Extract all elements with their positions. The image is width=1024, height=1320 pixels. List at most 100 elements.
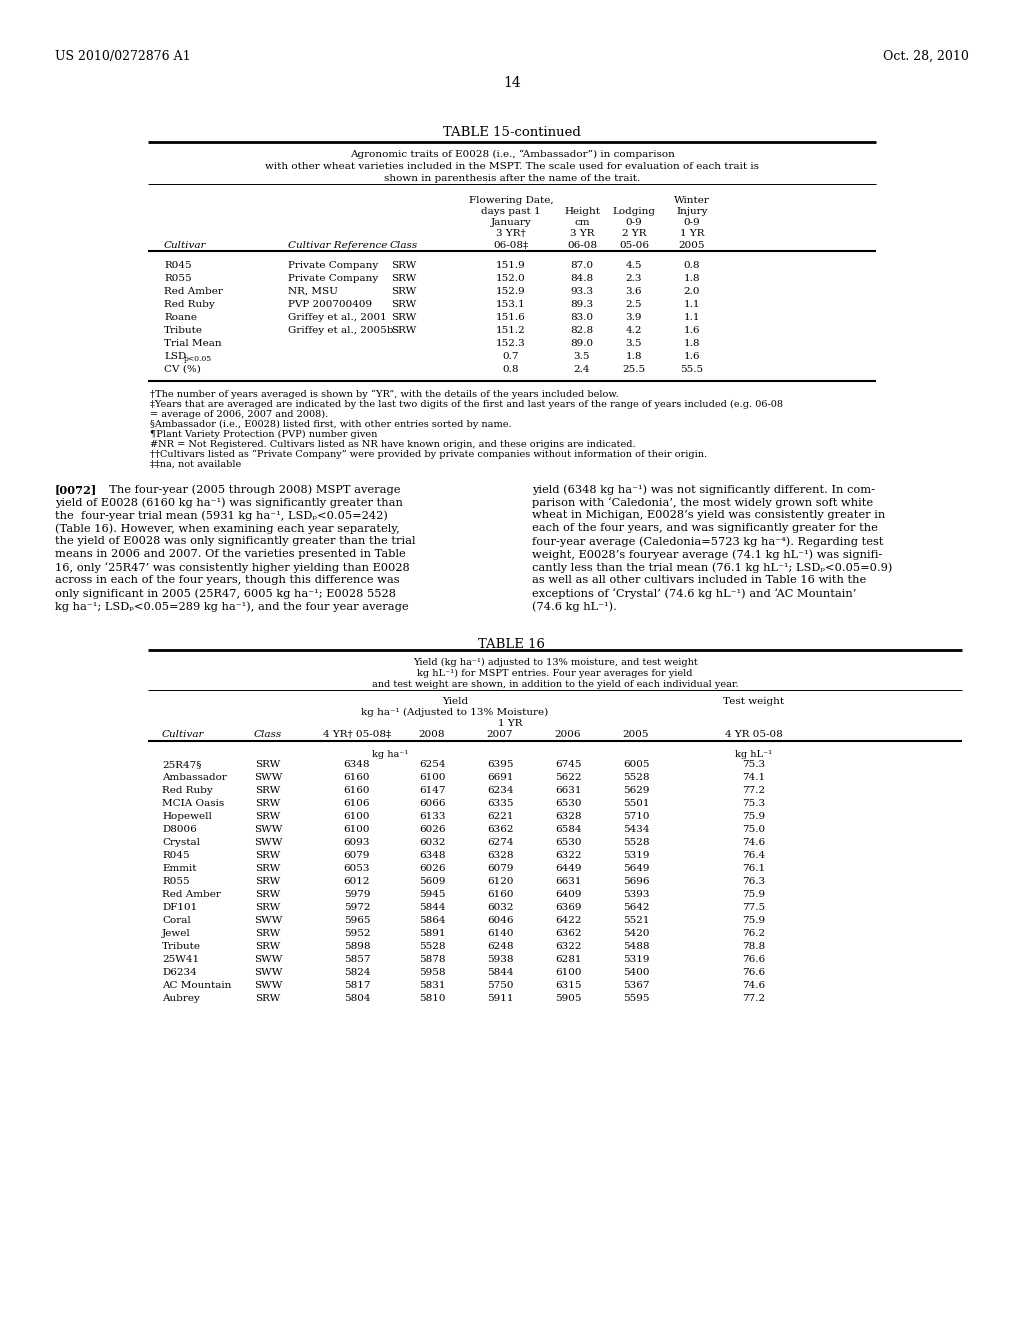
Text: 5434: 5434 <box>623 825 649 834</box>
Text: 1.6: 1.6 <box>684 352 700 360</box>
Text: R045: R045 <box>164 261 191 271</box>
Text: 0.7: 0.7 <box>503 352 519 360</box>
Text: SWW: SWW <box>254 838 283 847</box>
Text: §Ambassador (i.e., E0028) listed first, with other entries sorted by name.: §Ambassador (i.e., E0028) listed first, … <box>150 420 512 429</box>
Text: 6026: 6026 <box>419 865 445 873</box>
Text: 5501: 5501 <box>623 799 649 808</box>
Text: SWW: SWW <box>254 968 283 977</box>
Text: Yield: Yield <box>442 697 468 706</box>
Text: 1.1: 1.1 <box>684 300 700 309</box>
Text: 0.8: 0.8 <box>503 366 519 374</box>
Text: 5831: 5831 <box>419 981 445 990</box>
Text: 152.0: 152.0 <box>496 275 526 282</box>
Text: 5649: 5649 <box>623 865 649 873</box>
Text: Coral: Coral <box>162 916 190 925</box>
Text: 152.9: 152.9 <box>496 286 526 296</box>
Text: ‡‡na, not available: ‡‡na, not available <box>150 459 242 469</box>
Text: 6079: 6079 <box>344 851 371 861</box>
Text: 75.3: 75.3 <box>742 760 766 770</box>
Text: weight, E0028’s fouryear average (74.1 kg hL⁻¹) was signifi-: weight, E0028’s fouryear average (74.1 k… <box>532 549 883 560</box>
Text: SRW: SRW <box>255 929 281 939</box>
Text: 3 YR†: 3 YR† <box>496 228 526 238</box>
Text: ††Cultivars listed as “Private Company” were provided by private companies witho: ††Cultivars listed as “Private Company” … <box>150 450 708 459</box>
Text: SRW: SRW <box>255 903 281 912</box>
Text: 5824: 5824 <box>344 968 371 977</box>
Text: Oct. 28, 2010: Oct. 28, 2010 <box>883 50 969 63</box>
Text: 5844: 5844 <box>486 968 513 977</box>
Text: 6221: 6221 <box>486 812 513 821</box>
Text: Class: Class <box>254 730 283 739</box>
Text: 6046: 6046 <box>486 916 513 925</box>
Text: SRW: SRW <box>255 876 281 886</box>
Text: kg ha⁻¹: kg ha⁻¹ <box>372 750 409 759</box>
Text: 5898: 5898 <box>344 942 371 950</box>
Text: 2007: 2007 <box>486 730 513 739</box>
Text: 6584: 6584 <box>555 825 582 834</box>
Text: 6348: 6348 <box>419 851 445 861</box>
Text: Griffey et al., 2005b: Griffey et al., 2005b <box>288 326 393 335</box>
Text: 5400: 5400 <box>623 968 649 977</box>
Text: 3 YR: 3 YR <box>569 228 594 238</box>
Text: 6234: 6234 <box>486 785 513 795</box>
Text: 6032: 6032 <box>486 903 513 912</box>
Text: Yield (kg ha⁻¹) adjusted to 13% moisture, and test weight: Yield (kg ha⁻¹) adjusted to 13% moisture… <box>413 657 697 667</box>
Text: SRW: SRW <box>391 261 417 271</box>
Text: 5911: 5911 <box>486 994 513 1003</box>
Text: 5367: 5367 <box>623 981 649 990</box>
Text: 16, only ‘25R47’ was consistently higher yielding than E0028: 16, only ‘25R47’ was consistently higher… <box>55 562 410 573</box>
Text: SRW: SRW <box>391 300 417 309</box>
Text: SRW: SRW <box>255 799 281 808</box>
Text: Flowering Date,: Flowering Date, <box>469 195 553 205</box>
Text: 4 YR 05-08: 4 YR 05-08 <box>725 730 783 739</box>
Text: 6005: 6005 <box>623 760 649 770</box>
Text: 2.5: 2.5 <box>626 300 642 309</box>
Text: 151.6: 151.6 <box>496 313 526 322</box>
Text: 5817: 5817 <box>344 981 371 990</box>
Text: 75.3: 75.3 <box>742 799 766 808</box>
Text: SWW: SWW <box>254 954 283 964</box>
Text: D8006: D8006 <box>162 825 197 834</box>
Text: 5420: 5420 <box>623 929 649 939</box>
Text: 2 YR: 2 YR <box>622 228 646 238</box>
Text: 6012: 6012 <box>344 876 371 886</box>
Text: 1 YR: 1 YR <box>498 719 522 729</box>
Text: Aubrey: Aubrey <box>162 994 200 1003</box>
Text: CV (%): CV (%) <box>164 366 201 374</box>
Text: Winter: Winter <box>674 195 710 205</box>
Text: 6100: 6100 <box>344 812 371 821</box>
Text: 1.8: 1.8 <box>684 339 700 348</box>
Text: SRW: SRW <box>255 865 281 873</box>
Text: 4.2: 4.2 <box>626 326 642 335</box>
Text: 76.4: 76.4 <box>742 851 766 861</box>
Text: the  four-year trial mean (5931 kg ha⁻¹, LSDₚ<0.05=242): the four-year trial mean (5931 kg ha⁻¹, … <box>55 510 388 520</box>
Text: 0-9: 0-9 <box>626 218 642 227</box>
Text: 1.8: 1.8 <box>684 275 700 282</box>
Text: Test weight: Test weight <box>723 697 784 706</box>
Text: 6026: 6026 <box>419 825 445 834</box>
Text: Crystal: Crystal <box>162 838 200 847</box>
Text: 06-08‡: 06-08‡ <box>494 242 528 249</box>
Text: 5642: 5642 <box>623 903 649 912</box>
Text: 76.6: 76.6 <box>742 954 766 964</box>
Text: Griffey et al., 2001: Griffey et al., 2001 <box>288 313 387 322</box>
Text: R045: R045 <box>162 851 189 861</box>
Text: AC Mountain: AC Mountain <box>162 981 231 990</box>
Text: January: January <box>490 218 531 227</box>
Text: SWW: SWW <box>254 916 283 925</box>
Text: Red Ruby: Red Ruby <box>162 785 213 795</box>
Text: NR, MSU: NR, MSU <box>288 286 338 296</box>
Text: Ambassador: Ambassador <box>162 774 227 781</box>
Text: 6160: 6160 <box>344 785 371 795</box>
Text: 5878: 5878 <box>419 954 445 964</box>
Text: 5696: 5696 <box>623 876 649 886</box>
Text: 6066: 6066 <box>419 799 445 808</box>
Text: 3.5: 3.5 <box>626 339 642 348</box>
Text: = average of 2006, 2007 and 2008).: = average of 2006, 2007 and 2008). <box>150 411 329 420</box>
Text: 6093: 6093 <box>344 838 371 847</box>
Text: Private Company: Private Company <box>288 261 378 271</box>
Text: SRW: SRW <box>255 851 281 861</box>
Text: Red Amber: Red Amber <box>164 286 223 296</box>
Text: kg ha⁻¹ (Adjusted to 13% Moisture): kg ha⁻¹ (Adjusted to 13% Moisture) <box>361 708 549 717</box>
Text: SRW: SRW <box>255 890 281 899</box>
Text: 2008: 2008 <box>419 730 445 739</box>
